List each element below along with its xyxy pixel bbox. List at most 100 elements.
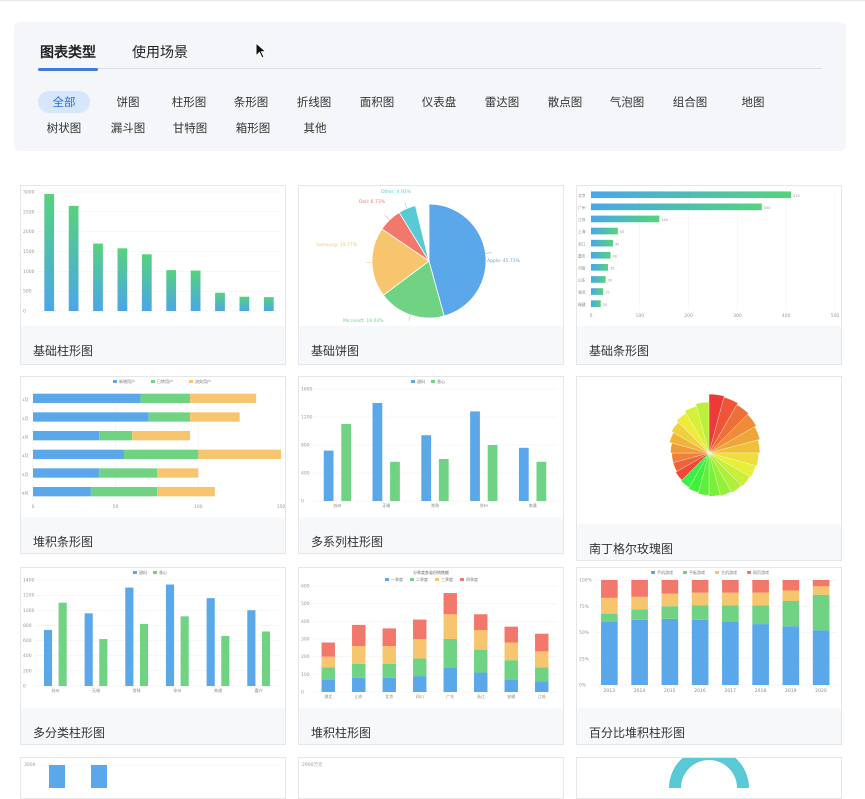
chart-card-nightingale-rose[interactable]: 南丁格尔玫瑰图 — [576, 376, 842, 561]
legend-swatch — [460, 578, 464, 581]
category-combo[interactable]: 组合图 — [665, 91, 715, 113]
chart-title: 分季度各省份销售额 — [413, 569, 449, 575]
category-area[interactable]: 面积图 — [352, 91, 402, 113]
bar — [470, 411, 480, 501]
legend-label: 网页游戏 — [753, 569, 769, 575]
bar-segment — [352, 625, 365, 646]
category-gauge[interactable]: 仪表盘 — [414, 91, 464, 113]
bar — [221, 636, 229, 686]
bar-value-label: 55 — [620, 230, 624, 234]
bar-segment — [662, 619, 679, 685]
category-bar[interactable]: 条形图 — [226, 91, 276, 113]
bar — [488, 445, 498, 501]
bar-segment — [352, 678, 365, 692]
bar-value-label: 410 — [793, 194, 800, 198]
legend-swatch — [133, 571, 137, 574]
category-treemap[interactable]: 树状图 — [38, 117, 90, 139]
bar — [264, 297, 274, 311]
bar-segment — [157, 487, 215, 496]
y-tick-label: 1000 — [23, 608, 35, 614]
chart-card-basic-pie[interactable]: Apple: 45.73%Microsoft: 19.02%Samsung: 1… — [298, 185, 564, 365]
y-tick-label: 1500 — [23, 249, 35, 255]
bar-segment — [692, 593, 709, 606]
y-category-label: 北京 — [578, 193, 586, 198]
bar — [181, 616, 189, 686]
chart-card-partial-right[interactable] — [576, 757, 842, 799]
bar — [93, 244, 103, 311]
bar-segment — [752, 593, 769, 606]
category-other[interactable]: 其他 — [289, 117, 341, 139]
category-pie[interactable]: 饼图 — [103, 91, 153, 113]
category-bubble[interactable]: 气泡图 — [602, 91, 652, 113]
bar — [44, 194, 54, 311]
legend-label: 一季度 — [391, 576, 403, 582]
x-category-label: 无锡 — [92, 687, 100, 693]
legend-label: 甜料 — [417, 378, 425, 384]
y-tick-label: 0 — [23, 309, 26, 315]
bar-segment — [352, 646, 365, 664]
bar-segment — [535, 667, 548, 681]
bar-segment — [99, 468, 157, 477]
thumbnail-nightingale-rose — [577, 377, 841, 524]
partial-donut — [669, 758, 749, 788]
bar — [390, 462, 400, 501]
bar-segment — [383, 646, 396, 664]
category-line[interactable]: 折线图 — [289, 91, 339, 113]
legend-swatch — [435, 578, 439, 581]
thumbnail-basic-pie: Apple: 45.73%Microsoft: 19.02%Samsung: 1… — [299, 186, 563, 326]
tab-chart-type[interactable]: 图表类型 — [40, 42, 96, 62]
x-category-label: 2020 — [815, 688, 827, 694]
y-tick-label: 0 — [301, 690, 304, 696]
bar-segment — [99, 431, 132, 440]
x-category-label: 2019 — [785, 688, 797, 694]
x-category-label: 2018 — [755, 688, 767, 694]
bar-segment — [535, 681, 548, 692]
category-radar[interactable]: 雷达图 — [477, 91, 527, 113]
x-category-label: 南通 — [529, 502, 537, 508]
y-category-label: 广州 — [578, 205, 586, 210]
card-caption: 基础柱形图 — [21, 326, 285, 365]
x-category-label: 常熟 — [431, 502, 439, 508]
bar-value-label: 25 — [605, 291, 609, 295]
multi-series-bar-preview: 甜料香心040080012001600苏州无锡常熟徐州南通 — [299, 377, 563, 517]
card-title: 堆积条形图 — [33, 533, 93, 550]
category-all[interactable]: 全部 — [38, 91, 90, 113]
bar — [591, 228, 618, 235]
legend-label: 三季度 — [441, 576, 453, 582]
y-tick-label: 0 — [23, 684, 26, 690]
chart-card-partial-left[interactable]: 3000 — [20, 757, 286, 799]
tab-use-scenario[interactable]: 使用场景 — [132, 42, 188, 62]
y-tick-label: 800 — [23, 623, 32, 629]
category-scatter[interactable]: 散点图 — [540, 91, 590, 113]
category-column[interactable]: 柱形图 — [164, 91, 214, 113]
category-funnel[interactable]: 漏斗图 — [102, 117, 154, 139]
bar-segment — [352, 664, 365, 678]
category-map[interactable]: 地图 — [728, 91, 778, 113]
x-category-label: 广东 — [446, 693, 454, 699]
y-category-label: 4月 — [22, 453, 28, 458]
bar-segment — [413, 676, 426, 692]
x-category-label: 徐州 — [173, 687, 181, 693]
bar — [44, 630, 52, 686]
bar — [85, 613, 93, 686]
bar-segment — [722, 605, 739, 622]
y-category-label: 河南 — [578, 265, 586, 270]
category-gantt[interactable]: 甘特图 — [164, 117, 216, 139]
bar-segment — [631, 580, 648, 597]
chart-card-partial-middle[interactable]: 2900万元 — [298, 757, 564, 799]
multi-category-bar-preview: 甜料香心0200400600800100012001400苏州无锡常熟徐州南通嘉… — [21, 568, 285, 708]
bar — [207, 598, 215, 686]
category-boxplot[interactable]: 箱形图 — [227, 117, 279, 139]
